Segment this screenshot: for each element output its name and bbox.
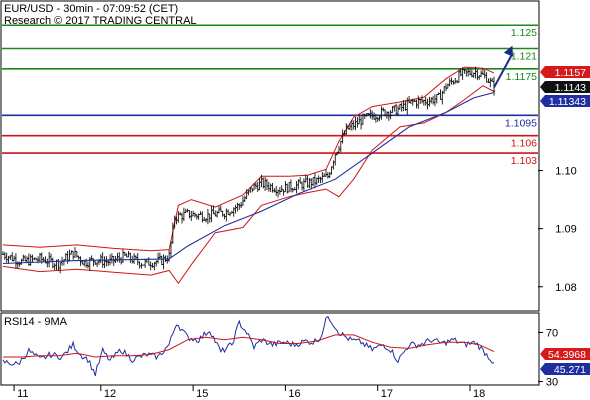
price-panel-frame [0, 0, 540, 312]
price-tag-label: 1.1157 [555, 67, 586, 79]
rsi-tags: 54.3968 45.271 [540, 348, 590, 376]
rsi-series-9ma [3, 334, 495, 358]
envelope-bands [2, 66, 495, 285]
level-label: 1.106 [511, 138, 537, 150]
rsi-panel-frame [0, 312, 540, 386]
time-tick-label: 16 [288, 388, 300, 400]
forecast-arrow [493, 45, 514, 88]
price-bars [1, 66, 496, 274]
level-label: 1.1175 [506, 71, 537, 83]
level-label: 1.125 [511, 27, 537, 39]
moving-average-line [2, 91, 495, 265]
moving-average-path [2, 91, 495, 265]
upper-band-line [2, 66, 495, 252]
rsi-value-tag: 54.3968 [540, 348, 590, 361]
forecast-arrow-shaft [493, 53, 514, 88]
chart-header-title: EUR/USD - 30min - 07:09:52 (CET) [4, 3, 178, 15]
rsi-series-rsi14 [2, 315, 495, 377]
lower-band-line [2, 85, 495, 285]
rsi-tick-label: 30 [546, 377, 558, 389]
forecast-arrow-head [503, 45, 513, 57]
level-label: 1.103 [511, 155, 537, 167]
price-tag-label: 1.1143 [555, 82, 586, 94]
rsi-tick-label: 70 [546, 327, 558, 339]
time-tick-label: 15 [196, 388, 208, 400]
time-tick-label: 17 [381, 388, 393, 400]
price-tick-label: 1.09 [555, 224, 576, 236]
time-axis: 11 12 15 16 17 18 [13, 385, 485, 400]
support-resistance-lines [2, 24, 538, 154]
chart-header-copyright: Research © 2017 TRADING CENTRAL [4, 15, 197, 27]
rsi-lines [2, 315, 495, 377]
level-label: 1.1095 [505, 117, 537, 129]
price-tag-label: 1.11343 [549, 96, 586, 108]
time-tick-label: 11 [17, 388, 28, 400]
price-tick-label: 1.08 [555, 282, 576, 294]
price-axis: 1.08 1.09 1.10 [538, 166, 577, 294]
rsi-value-tag-label: 45.271 [554, 364, 586, 376]
rsi-title: RSI14 - 9MA [4, 316, 68, 328]
rsi-axis: 70 30 [538, 327, 558, 389]
price-tag: 1.1157 [540, 66, 590, 79]
price-tag: 1.11343 [540, 95, 590, 108]
time-tick-label: 12 [104, 388, 116, 400]
price-tags: 1.1157 1.1143 1.11343 [540, 66, 590, 108]
price-tick-label: 1.10 [555, 166, 576, 178]
price-tag: 1.1143 [540, 81, 590, 94]
time-tick-label: 18 [473, 388, 485, 400]
rsi-value-tag-label: 54.3968 [548, 349, 586, 361]
rsi-value-tag: 45.271 [540, 363, 590, 376]
level-label: 1.121 [511, 50, 537, 62]
level-labels: 1.125 1.121 1.1175 1.1095 1.106 1.103 [505, 27, 537, 167]
